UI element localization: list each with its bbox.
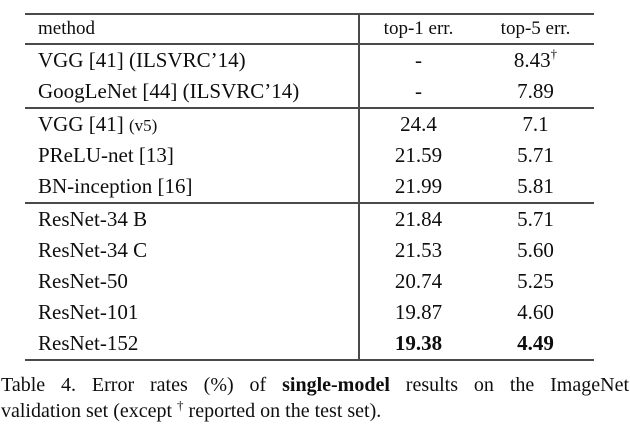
caption-line-1: Table 4. Error rates (%) of single-model… [1, 372, 629, 398]
top5-cell: 5.71 [517, 207, 554, 231]
top1-cell: 20.74 [394, 269, 443, 293]
group-separator-rule-2 [25, 202, 594, 204]
table-row-vgg-v5: VGG [41] (v5) 24.4 7.1 [25, 109, 594, 140]
method-cell: ResNet-34 B [38, 207, 148, 231]
method-cell: ResNet-152 [38, 331, 139, 355]
top1-cell: 24.4 [400, 112, 437, 136]
table-row-googlenet-ilsvrc14: GoogLeNet [44] (ILSVRC’14) - 7.89 [25, 76, 594, 107]
top1-cell: 21.53 [394, 238, 443, 262]
top1-cell: 21.59 [394, 143, 443, 167]
method-small-suffix: (v5) [128, 116, 158, 135]
caption-text: results on the ImageNet [389, 374, 629, 396]
table-caption: Table 4. Error rates (%) of single-model… [1, 372, 629, 424]
header-separator-rule [25, 43, 594, 45]
caption-text: validation set (except [1, 400, 178, 422]
top1-cell: 19.87 [394, 300, 443, 324]
method-cell: ResNet-50 [38, 269, 128, 293]
top5-cell: 4.49 [517, 331, 554, 355]
caption-text: reported on the test set). [183, 400, 382, 422]
top5-cell: 7.89 [517, 79, 554, 103]
top1-cell: - [415, 79, 422, 103]
top1-cell: 21.99 [394, 174, 443, 198]
top1-cell: 19.38 [394, 331, 443, 355]
results-table: method top-1 err. top-5 err. VGG [41] (I… [25, 13, 594, 361]
method-cell: BN-inception [16] [38, 174, 193, 198]
method-cell: ResNet-34 C [38, 238, 148, 262]
table-row-bn-inception: BN-inception [16] 21.99 5.81 [25, 171, 594, 202]
table-row-resnet-101: ResNet-101 19.87 4.60 [25, 297, 594, 328]
method-cell: ResNet-101 [38, 300, 139, 324]
table-row-vgg-ilsvrc14: VGG [41] (ILSVRC’14) - 8.43† [25, 45, 594, 76]
method-cell: PReLU-net [13] [38, 143, 174, 167]
table-bottom-rule [25, 359, 594, 361]
dagger-superscript: † [177, 397, 184, 413]
dagger-superscript: † [550, 46, 558, 61]
table-row-resnet-34b: ResNet-34 B 21.84 5.71 [25, 204, 594, 235]
column-divider-line [358, 13, 360, 361]
top1-cell: 21.84 [394, 207, 443, 231]
caption-line-2: validation set (except † reported on the… [1, 398, 629, 424]
table-row-resnet-50: ResNet-50 20.74 5.25 [25, 266, 594, 297]
top1-cell: - [415, 48, 422, 72]
top5-cell: 5.71 [517, 143, 554, 167]
top5-cell: 5.60 [517, 238, 554, 262]
top5-cell: 7.1 [522, 112, 549, 136]
table-top-rule [25, 13, 594, 15]
method-cell: GoogLeNet [44] (ILSVRC’14) [38, 79, 300, 103]
caption-bold-text: single-model [282, 374, 390, 396]
method-cell: VGG [41] (ILSVRC’14) [38, 48, 246, 72]
method-main: VGG [41] [38, 112, 129, 136]
top5-cell: 8.43† [477, 46, 594, 73]
table-row-resnet-152: ResNet-152 19.38 4.49 [25, 328, 594, 359]
table-row-prelu-net: PReLU-net [13] 21.59 5.71 [25, 140, 594, 171]
top5-cell: 5.25 [517, 269, 554, 293]
header-top1-err: top-1 err. [383, 18, 454, 39]
method-cell: VGG [41] (v5) [25, 112, 360, 137]
top5-value: 8.43 [513, 48, 551, 72]
top5-cell: 5.81 [517, 174, 554, 198]
top5-cell: 4.60 [517, 300, 554, 324]
caption-text: Table 4. Error rates (%) of [1, 374, 283, 396]
table-header-row: method top-1 err. top-5 err. [25, 15, 594, 43]
group-separator-rule-1 [25, 107, 594, 109]
header-method: method [38, 18, 95, 39]
header-top5-err: top-5 err. [500, 18, 571, 39]
table-row-resnet-34c: ResNet-34 C 21.53 5.60 [25, 235, 594, 266]
